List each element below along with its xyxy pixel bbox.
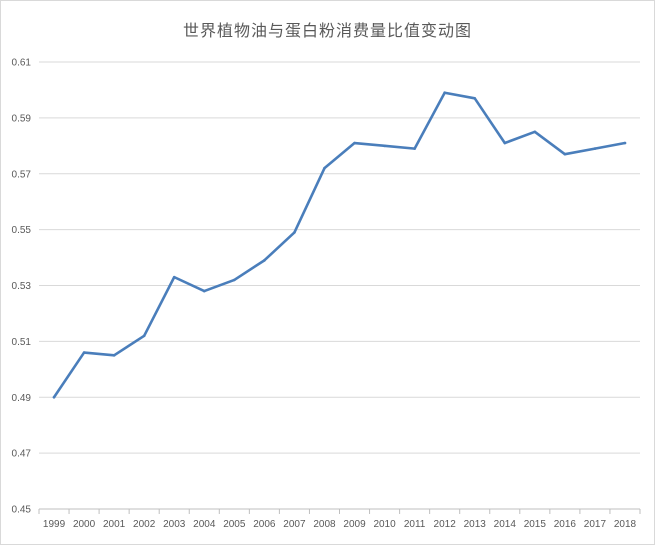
data-point <box>82 351 86 354</box>
data-point <box>413 147 416 150</box>
chart-title: 世界植物油与蛋白粉消费量比值变动图 <box>182 21 472 40</box>
x-tick-label: 2006 <box>253 519 276 530</box>
x-tick-label: 2011 <box>404 519 426 530</box>
data-point <box>172 275 176 279</box>
data-point <box>142 334 146 338</box>
data-point <box>593 147 597 150</box>
x-tick-label: 2015 <box>524 519 547 530</box>
x-tick-label: 2005 <box>223 519 246 530</box>
data-point <box>623 141 627 145</box>
x-tick-label: 2012 <box>434 519 457 530</box>
y-tick-label: 0.49 <box>12 393 32 404</box>
x-tick-label: 2002 <box>133 519 156 530</box>
y-tick-label: 0.55 <box>12 225 32 236</box>
x-tick-label: 2007 <box>283 519 306 530</box>
y-tick-label: 0.47 <box>12 449 32 460</box>
y-tick-label: 0.45 <box>12 505 32 516</box>
x-tick-label: 2000 <box>73 519 96 530</box>
data-point <box>563 152 567 156</box>
data-point <box>293 231 296 234</box>
y-tick-label: 0.57 <box>12 169 32 180</box>
data-point <box>233 278 236 282</box>
x-tick-label: 2008 <box>313 519 336 530</box>
x-tick-label: 2013 <box>464 519 487 530</box>
data-point <box>323 166 326 170</box>
data-point <box>202 289 206 293</box>
data-point <box>112 354 116 357</box>
y-tick-label: 0.53 <box>12 281 32 292</box>
x-tick-label: 2017 <box>584 519 607 530</box>
y-tick-label: 0.59 <box>12 113 32 124</box>
data-point <box>52 395 56 399</box>
data-point <box>263 259 266 262</box>
x-tick-label: 2010 <box>373 519 396 530</box>
data-point <box>503 141 507 145</box>
x-tick-label: 2004 <box>193 519 216 530</box>
data-point <box>443 91 446 95</box>
x-tick-label: 2018 <box>614 519 637 530</box>
series-line <box>52 91 627 399</box>
data-point <box>473 97 477 100</box>
x-tick-label: 2014 <box>494 519 517 530</box>
y-tick-label: 0.51 <box>12 337 32 348</box>
y-tick-label: 0.61 <box>12 58 32 69</box>
x-tick-label: 1999 <box>43 519 66 530</box>
data-point <box>353 141 356 145</box>
data-point <box>533 130 537 134</box>
x-tick-label: 2009 <box>343 519 366 530</box>
x-tick-label: 2001 <box>103 519 126 530</box>
x-tick-label: 2016 <box>554 519 577 530</box>
x-tick-label: 2003 <box>163 519 186 530</box>
data-point <box>383 144 386 148</box>
